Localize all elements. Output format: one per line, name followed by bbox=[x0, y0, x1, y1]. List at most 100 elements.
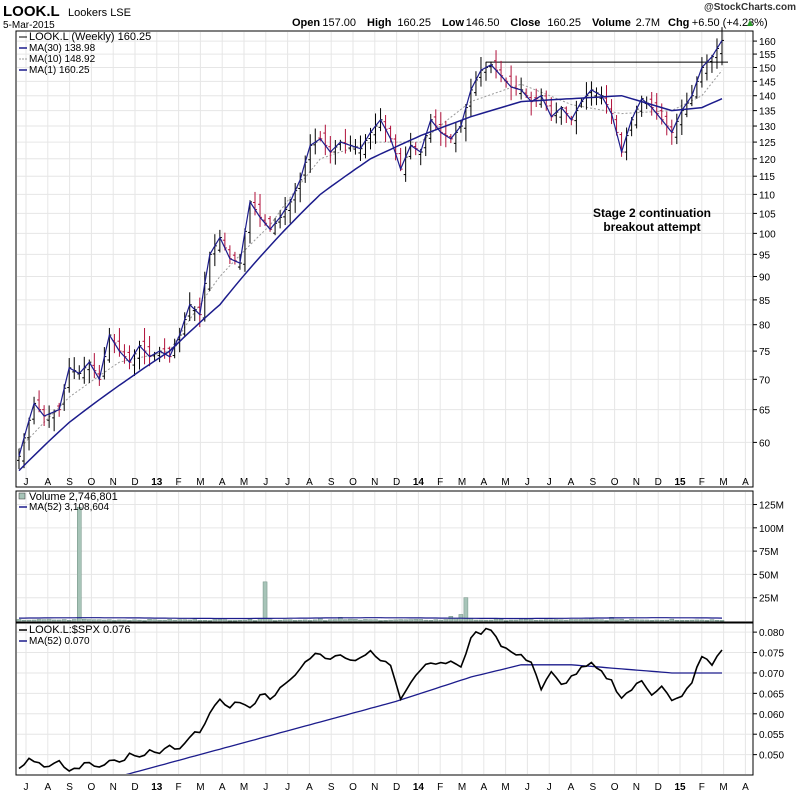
volume-bar bbox=[61, 619, 67, 622]
ma30-legend-label: MA(30) 138.98 bbox=[29, 43, 96, 54]
volume-bar bbox=[227, 620, 233, 622]
price-x-tick-label: M bbox=[719, 477, 727, 488]
ratio-x-tick-label: O bbox=[611, 782, 619, 793]
price-tick-label: 145 bbox=[759, 77, 776, 88]
volume-bar bbox=[393, 619, 398, 622]
volume-bar bbox=[503, 620, 509, 622]
volume-bar bbox=[403, 619, 408, 622]
volume-bar bbox=[574, 619, 579, 622]
price-x-tick-label: A bbox=[219, 477, 226, 488]
volume-bar bbox=[549, 619, 554, 622]
volume-bar bbox=[157, 619, 162, 622]
ratio-x-tick-label: A bbox=[44, 782, 51, 793]
volume-bar bbox=[66, 620, 72, 622]
symbol-label: LOOK.L bbox=[3, 3, 60, 20]
price-tick-label: 65 bbox=[759, 406, 771, 417]
volume-bar bbox=[343, 619, 348, 622]
price-tick-label: 160 bbox=[759, 37, 776, 48]
quote-value: 2.7M bbox=[636, 17, 660, 29]
volume-grid: 25M 50M 75M 100M 125M bbox=[17, 501, 784, 605]
price-tick-label: 110 bbox=[759, 190, 775, 201]
price-tick-label: 120 bbox=[759, 155, 776, 166]
volume-bar bbox=[26, 619, 32, 622]
volume-tick-label: 100M bbox=[759, 524, 784, 535]
ratio-x-tick-label: O bbox=[88, 782, 96, 793]
volume-bar bbox=[137, 619, 142, 622]
price-series-layer bbox=[17, 27, 728, 472]
volume-bar bbox=[538, 619, 544, 622]
volume-bar bbox=[428, 619, 434, 622]
volume-bar bbox=[674, 620, 680, 622]
volume-bar bbox=[523, 619, 529, 622]
price-x-tick-label: S bbox=[589, 477, 596, 488]
volume-bar bbox=[41, 619, 47, 622]
price-tick-label: 75 bbox=[759, 347, 771, 358]
volume-bar bbox=[704, 620, 710, 622]
volume-bar bbox=[508, 619, 514, 622]
volume-bar bbox=[353, 619, 358, 622]
quote-value: 160.25 bbox=[547, 17, 581, 29]
ratio-tick-label: 0.070 bbox=[759, 669, 784, 680]
volume-bar bbox=[292, 620, 298, 622]
volume-legend-label: Volume 2,746,801 bbox=[29, 491, 118, 503]
price-tick-label: 140 bbox=[759, 92, 776, 103]
ratio-tick-label: 0.080 bbox=[759, 628, 784, 639]
ratio-x-tick-label: O bbox=[349, 782, 357, 793]
price-x-tick-label: S bbox=[66, 477, 73, 488]
price-x-tick-label: D bbox=[393, 477, 400, 488]
volume-bar bbox=[117, 619, 122, 622]
volume-bar bbox=[142, 620, 147, 622]
volume-bar bbox=[684, 620, 690, 622]
volume-bar bbox=[302, 619, 308, 622]
price-panel bbox=[15, 30, 754, 488]
volume-bar bbox=[388, 619, 393, 622]
price-x-tick-label: O bbox=[611, 477, 619, 488]
volume-bar bbox=[152, 619, 157, 622]
ratio-x-tick-label: J bbox=[24, 782, 29, 793]
volume-bar bbox=[313, 619, 318, 622]
company-name-label: Lookers LSE bbox=[68, 7, 131, 19]
volume-bar bbox=[418, 619, 423, 622]
volume-bar bbox=[287, 619, 293, 622]
volume-bar bbox=[368, 619, 373, 622]
copyright-label: @StockCharts.com bbox=[704, 2, 796, 13]
volume-bar bbox=[478, 619, 484, 622]
volume-bar bbox=[107, 619, 112, 622]
volume-bar bbox=[162, 619, 167, 622]
price-x-tick-label: S bbox=[328, 477, 335, 488]
volume-bar bbox=[36, 619, 42, 622]
price-x-tick-label: A bbox=[568, 477, 575, 488]
volume-bar bbox=[488, 619, 494, 622]
volume-bar bbox=[569, 619, 574, 622]
price-tick-label: 70 bbox=[759, 375, 771, 386]
volume-bar bbox=[398, 619, 403, 622]
price-x-tick-label: A bbox=[480, 477, 487, 488]
ratio-ma-legend-label: MA(52) 0.070 bbox=[29, 636, 90, 647]
volume-bar bbox=[147, 619, 152, 622]
volume-bar bbox=[212, 619, 218, 622]
volume-bar bbox=[333, 619, 338, 622]
volume-bar bbox=[664, 619, 670, 622]
price-x-axis: J A S O N D 13 F M A M J J A S O N D 14 F M A M J J A S O N D 15 F M A bbox=[24, 477, 750, 488]
ratio-x-tick-label: J bbox=[547, 782, 552, 793]
ratio-legend-label: LOOK.L:$SPX 0.076 bbox=[29, 624, 131, 636]
volume-tick-label: 50M bbox=[759, 570, 778, 581]
price-x-tick-label: A bbox=[44, 477, 51, 488]
price-x-tick-label: F bbox=[437, 477, 443, 488]
quote-label: Open bbox=[292, 17, 320, 29]
ratio-x-tick-label: S bbox=[328, 782, 335, 793]
volume-bar bbox=[77, 507, 82, 622]
ma10-legend-label: MA(10) 148.92 bbox=[29, 54, 96, 65]
ratio-grid: 0.050 0.055 0.060 0.065 0.070 0.075 0.080 bbox=[17, 628, 784, 762]
volume-bar bbox=[132, 619, 137, 622]
price-x-tick-label: M bbox=[196, 477, 204, 488]
price-x-tick-label: J bbox=[285, 477, 290, 488]
price-x-tick-label: O bbox=[88, 477, 96, 488]
ratio-x-tick-label: M bbox=[501, 782, 509, 793]
ratio-x-tick-label: D bbox=[131, 782, 138, 793]
volume-bar bbox=[438, 619, 444, 622]
price-x-tick-label: J bbox=[24, 477, 29, 488]
volume-bar bbox=[222, 619, 228, 622]
volume-legend: Volume 2,746,801 MA(52) 3,108,604 bbox=[18, 491, 118, 513]
price-tick-label: 85 bbox=[759, 296, 771, 307]
